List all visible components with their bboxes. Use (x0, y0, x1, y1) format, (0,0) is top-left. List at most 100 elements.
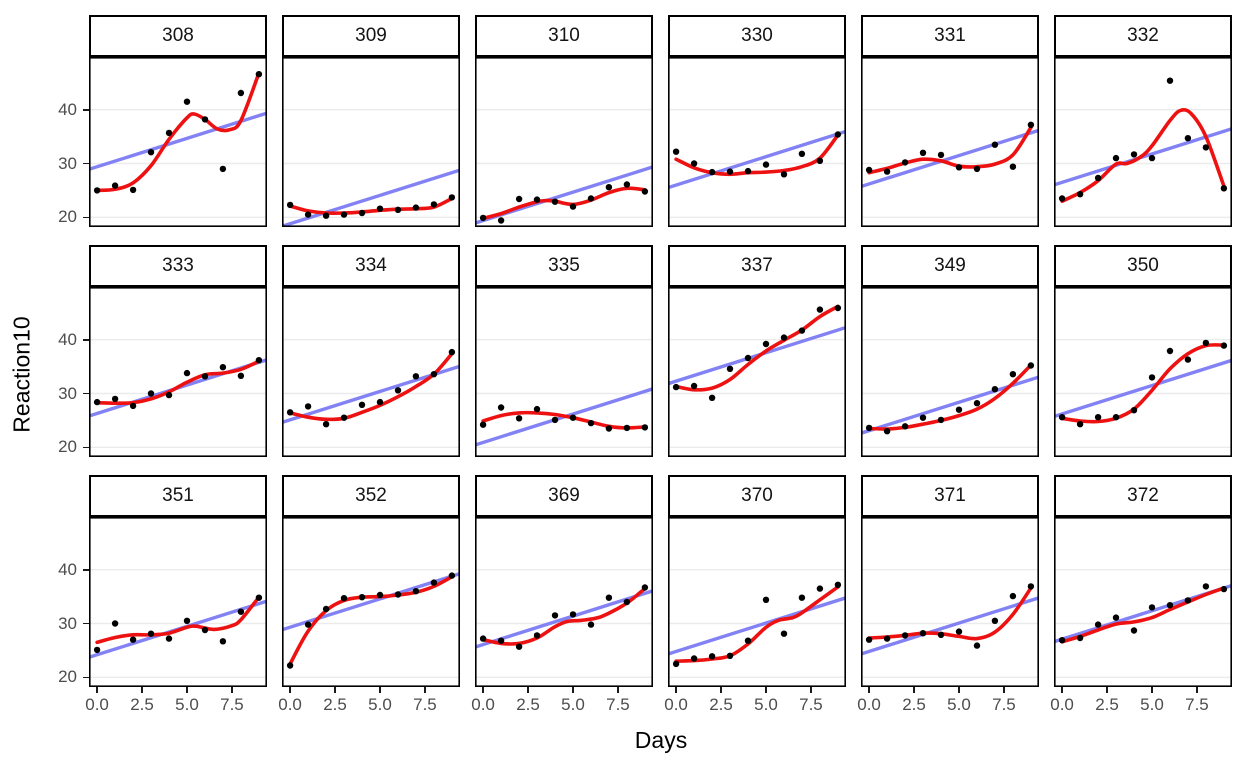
facet-strip-label: 333 (162, 255, 194, 276)
data-point (376, 205, 384, 212)
loess-smooth-curve (674, 585, 840, 663)
data-point (497, 404, 505, 411)
data-point (237, 89, 245, 97)
data-point (394, 387, 402, 394)
data-point (690, 382, 698, 390)
data-point (412, 204, 420, 211)
data-point (497, 217, 505, 224)
facet-strip-label: 372 (1127, 485, 1159, 506)
x-tick-label: 7.5 (992, 695, 1016, 714)
x-tick-mark (527, 687, 529, 693)
loess-smooth-curve (288, 196, 454, 216)
x-tick-mark (572, 687, 574, 693)
data-point (1058, 414, 1066, 421)
data-point (237, 372, 245, 379)
data-point (919, 630, 927, 637)
data-point (448, 348, 456, 356)
data-point (533, 405, 541, 413)
loess-smooth-curve (674, 304, 840, 392)
facet-strip-label: 350 (1127, 255, 1159, 276)
data-point (1027, 583, 1035, 590)
x-tick-label: 5.0 (561, 695, 585, 714)
facet-strip-371: 371 (861, 475, 1039, 517)
x-tick-mark (1061, 687, 1063, 693)
data-point (605, 425, 613, 432)
data-point (744, 354, 752, 362)
data-point (304, 403, 312, 410)
data-point (919, 149, 927, 156)
loess-smooth-curve (867, 363, 1033, 431)
data-point (762, 161, 770, 168)
y-tick-label: 20 (58, 207, 77, 227)
data-point (533, 196, 541, 203)
data-point (798, 150, 806, 157)
data-point (304, 211, 312, 218)
data-point (1009, 371, 1017, 378)
data-point (1202, 144, 1210, 151)
data-point (1184, 597, 1192, 604)
data-point (919, 414, 927, 421)
data-point (708, 394, 716, 401)
data-point (111, 620, 119, 627)
data-point (937, 151, 945, 159)
data-point (1027, 362, 1035, 369)
x-tick-label: 7.5 (1185, 695, 1209, 714)
data-point (816, 585, 824, 592)
data-point (479, 421, 487, 428)
facet-strip-349: 349 (861, 245, 1039, 287)
facet-strip-label: 370 (741, 485, 773, 506)
data-point (147, 390, 155, 397)
data-point (1130, 407, 1138, 414)
facet-strip-label: 349 (934, 255, 966, 276)
data-point (340, 414, 348, 421)
facet-panel-310 (475, 57, 653, 227)
data-point (780, 630, 788, 637)
data-point (412, 373, 420, 380)
data-point (183, 369, 191, 377)
facet-strip-333: 333 (89, 245, 267, 287)
y-tick-label: 20 (58, 437, 77, 457)
x-tick-mark (765, 687, 767, 693)
data-point (165, 391, 173, 399)
x-tick-mark (424, 687, 426, 693)
facet-panel-350 (1054, 287, 1232, 457)
data-point (1166, 602, 1174, 609)
x-tick-label: 5.0 (175, 695, 199, 714)
data-point (569, 414, 577, 421)
loess-smooth-curve (867, 125, 1033, 175)
data-point (816, 306, 824, 313)
panel-border (282, 517, 460, 687)
x-tick-mark (334, 687, 336, 693)
x-tick-mark (289, 687, 291, 693)
data-point (1058, 195, 1066, 202)
data-point (551, 416, 559, 424)
data-point (762, 340, 770, 348)
data-point (1220, 342, 1228, 349)
facet-strip-350: 350 (1054, 245, 1232, 287)
facet-strip-label: 310 (548, 25, 580, 46)
data-point (587, 195, 595, 202)
y-tick-label: 30 (58, 613, 77, 633)
data-point (1148, 374, 1156, 381)
data-point (129, 402, 137, 410)
panel-border (475, 57, 653, 227)
data-point (340, 211, 348, 218)
facet-strip-label: 335 (548, 255, 580, 276)
facet-panel-332 (1054, 57, 1232, 227)
data-point (165, 129, 173, 137)
data-point (479, 635, 487, 642)
panel-border (668, 57, 846, 227)
loess-smooth-curve (1060, 586, 1226, 644)
data-point (376, 398, 384, 406)
data-point (834, 131, 842, 138)
data-point (1009, 163, 1017, 170)
data-point (798, 594, 806, 601)
data-point (340, 595, 348, 602)
facet-strip-351: 351 (89, 475, 267, 517)
data-point (1076, 191, 1084, 198)
panel-border (861, 57, 1039, 227)
facet-strip-352: 352 (282, 475, 460, 517)
x-tick-mark (1196, 687, 1198, 693)
x-tick-label: 2.5 (1095, 695, 1119, 714)
